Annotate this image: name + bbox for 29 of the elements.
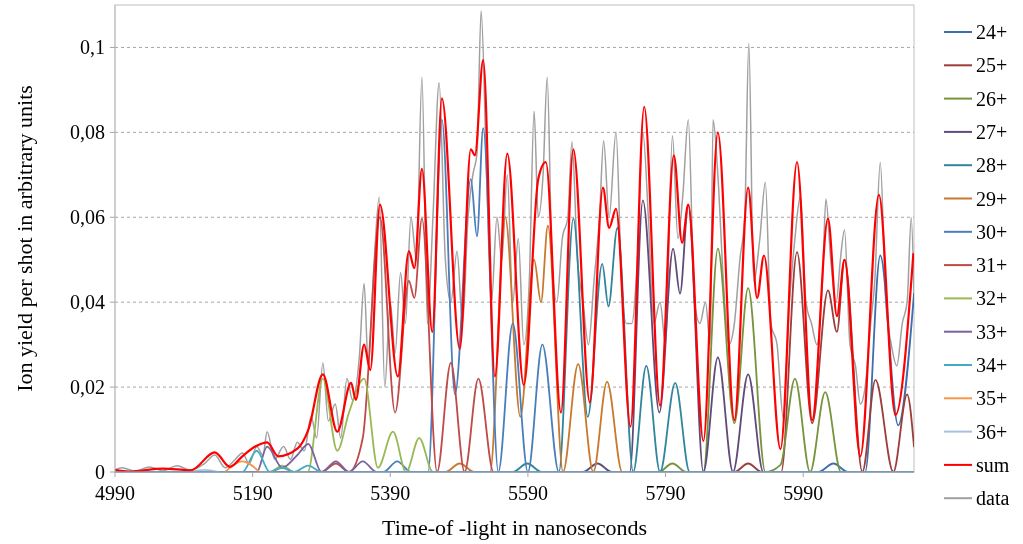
x-tick-label: 5190	[232, 482, 273, 504]
y-tick-label: 0,06	[70, 206, 105, 229]
legend-label: 25+	[976, 54, 1008, 77]
y-tick-label: 0,1	[80, 36, 105, 59]
x-tick-label: 5590	[507, 482, 548, 504]
legend-label: 34+	[976, 354, 1008, 376]
legend-label: 24+	[976, 21, 1008, 43]
legend-label: 33+	[976, 320, 1008, 343]
legend-label: 27+	[976, 120, 1008, 143]
legend-label: 28+	[976, 154, 1008, 177]
legend-label: sum	[976, 453, 1010, 476]
y-axis-title: Ion yield per shot in arbitrary units	[12, 85, 37, 392]
x-tick-label: 5390	[370, 482, 411, 504]
y-tick-label: 0,08	[70, 121, 105, 144]
legend-label: 36+	[976, 420, 1008, 443]
x-axis-title: Time-of -light in nanoseconds	[382, 515, 647, 540]
legend-label: data	[976, 487, 1010, 510]
x-tick-label: 4990	[95, 482, 135, 504]
y-tick-label: 0,04	[70, 291, 105, 314]
legend-label: 35+	[976, 387, 1008, 410]
legend-label: 29+	[976, 187, 1008, 210]
y-tick-label: 0	[95, 461, 105, 483]
x-tick-label: 5790	[645, 482, 686, 504]
legend-label: 32+	[976, 287, 1008, 310]
legend-label: 26+	[976, 87, 1008, 110]
legend-label: 31+	[976, 254, 1008, 277]
y-tick-label: 0,02	[70, 376, 105, 399]
legend-label: 30+	[976, 220, 1008, 243]
x-tick-label: 5990	[783, 482, 824, 504]
